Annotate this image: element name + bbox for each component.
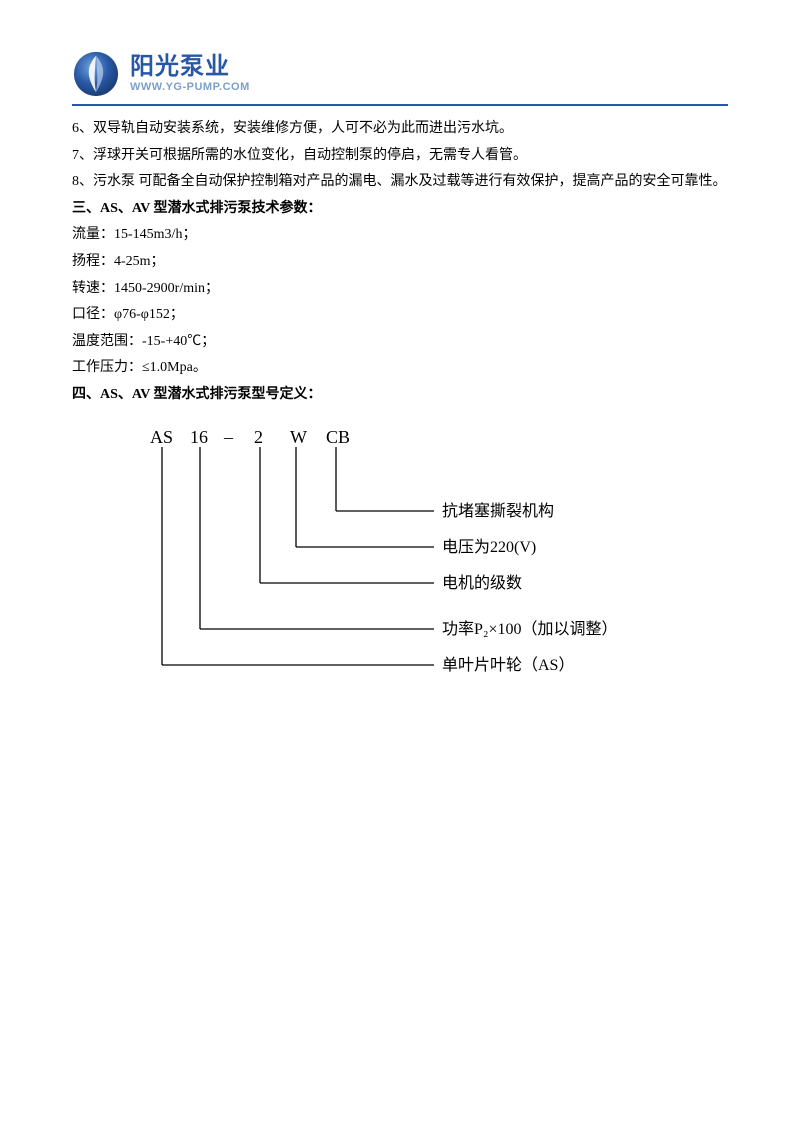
logo-title: 阳光泵业: [130, 54, 250, 80]
body-line-6: 6、双导轨自动安装系统，安装维修方便，人可不必为此而进出污水坑。: [72, 116, 728, 143]
section-heading-4: 四、AS、AV 型潜水式排污泵型号定义：: [72, 382, 728, 409]
spec-dia: 口径：φ76-φ152；: [72, 302, 728, 329]
body-line-8: 8、污水泵 可配备全自动保护控制箱对产品的漏电、漏水及过载等进行有效保护，提高产…: [72, 169, 728, 196]
spec-head: 扬程：4-25m；: [72, 249, 728, 276]
svg-text:16: 16: [190, 427, 208, 447]
logo-subtitle: WWW.YG-PUMP.COM: [130, 81, 250, 94]
svg-text:2: 2: [254, 427, 263, 447]
company-logo-icon: [72, 50, 120, 98]
spec-speed: 转速：1450-2900r/min；: [72, 276, 728, 303]
svg-text:功率P₂×100（加以调整）: 功率P₂×100（加以调整）: [442, 620, 618, 638]
svg-text:电机的级数: 电机的级数: [442, 574, 522, 592]
svg-text:W: W: [290, 427, 307, 447]
spec-temp: 温度范围：-15-+40℃；: [72, 329, 728, 356]
svg-text:电压为220(V): 电压为220(V): [442, 538, 536, 556]
body-line-7: 7、浮球开关可根据所需的水位变化，自动控制泵的停启，无需专人看管。: [72, 143, 728, 170]
page-header: 阳光泵业 WWW.YG-PUMP.COM: [72, 50, 728, 106]
model-code-diagram: AS 16–2 W CB 单叶片叶轮（AS） 功率P₂×100（加以调整） 电机的级数 电压为…: [132, 419, 728, 699]
spec-flow: 流量：15-145m3/h；: [72, 222, 728, 249]
spec-press: 工作压力：≤1.0Mpa。: [72, 355, 728, 382]
svg-text:–: –: [223, 427, 234, 447]
svg-text:抗堵塞撕裂机构: 抗堵塞撕裂机构: [442, 502, 554, 520]
logo-text: 阳光泵业 WWW.YG-PUMP.COM: [130, 54, 250, 94]
svg-text:CB: CB: [326, 427, 350, 447]
svg-text:AS: AS: [150, 427, 173, 447]
section-heading-3: 三、AS、AV 型潜水式排污泵技术参数：: [72, 196, 728, 223]
svg-text:单叶片叶轮（AS）: 单叶片叶轮（AS）: [442, 656, 574, 674]
